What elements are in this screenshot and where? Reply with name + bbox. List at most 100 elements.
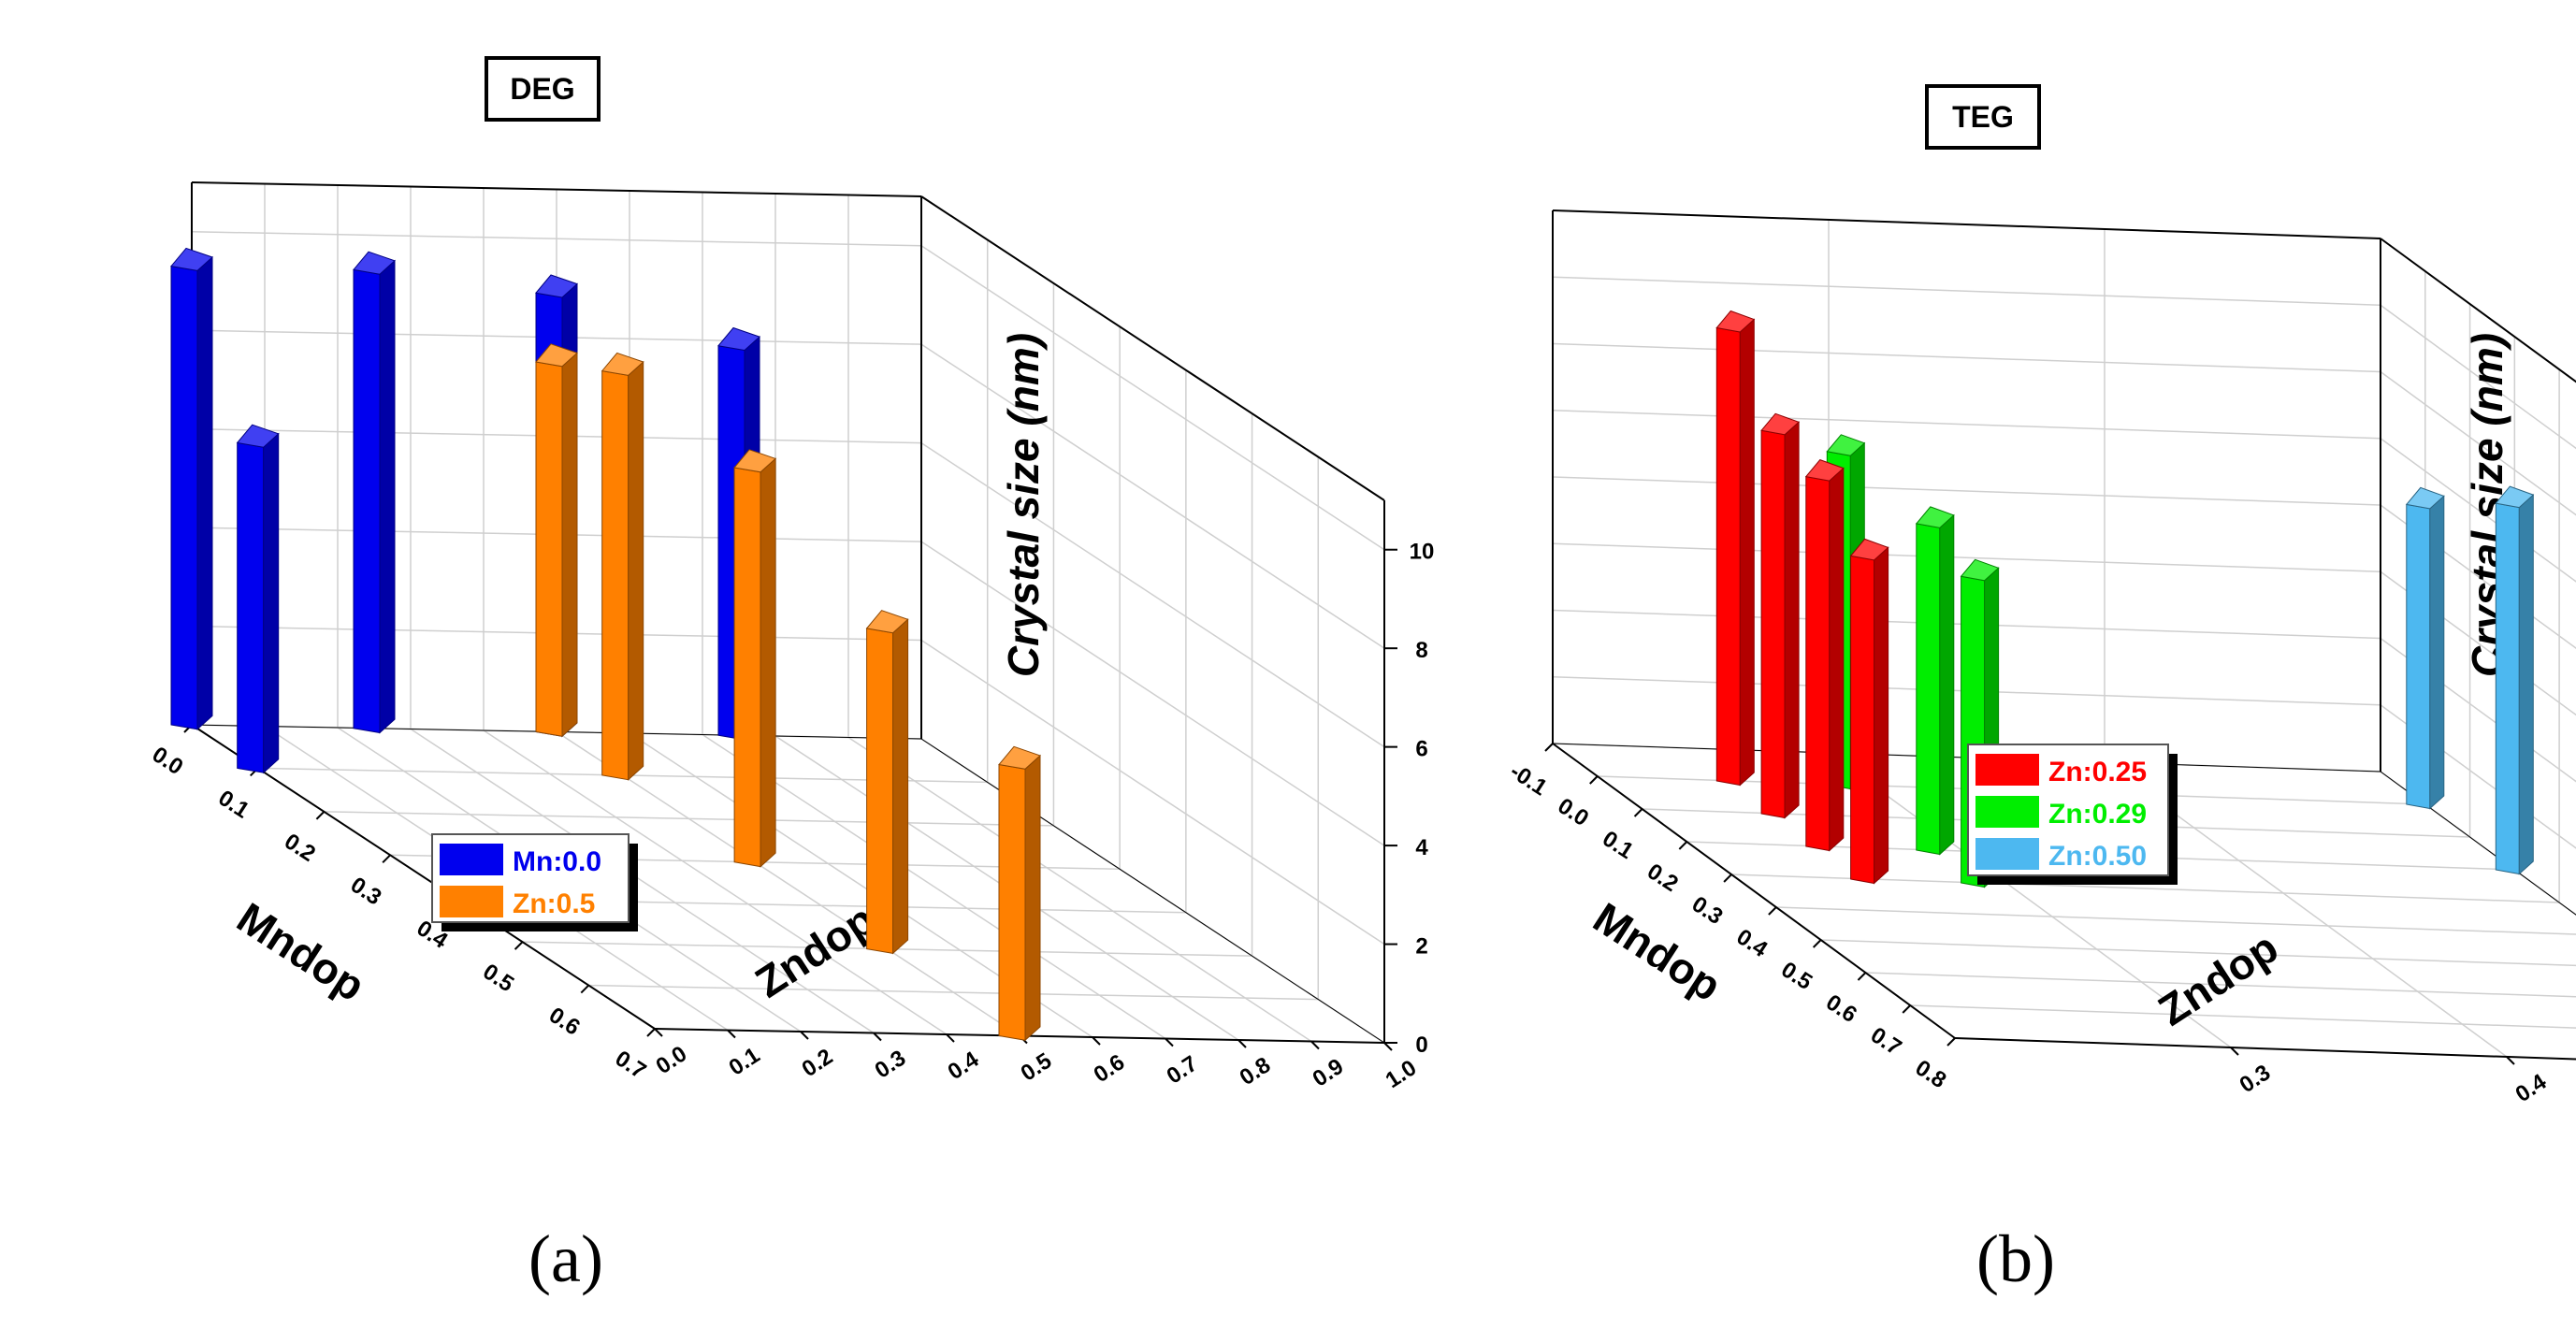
x-tick-label: 0.2 <box>280 829 320 867</box>
bar-side-face <box>1829 467 1845 852</box>
bar-front-face <box>1715 326 1741 787</box>
x-tick-mark <box>1589 775 1599 785</box>
y-tick-mark <box>2506 1056 2515 1065</box>
y-tick-mark <box>946 1033 955 1043</box>
x-tick-label: 0.7 <box>1866 1022 1906 1061</box>
x-tick-label: -0.1 <box>1505 758 1551 801</box>
bar-front-face <box>1916 523 1941 856</box>
chart-title: DEG <box>510 72 574 106</box>
bar-side-face <box>1024 754 1041 1042</box>
y-tick-mark <box>873 1032 882 1042</box>
x-tick-mark <box>1902 1004 1911 1014</box>
back-wall-grid-z <box>2380 570 2576 716</box>
z-tick-label: 2 <box>1415 934 1427 960</box>
left-wall-grid-z <box>1552 476 2381 506</box>
x-tick-mark <box>1857 972 1867 981</box>
frame-top-right <box>920 195 1385 501</box>
z-tick-label: 6 <box>1415 737 1427 762</box>
bar-top-face <box>170 247 213 271</box>
bar-Zn:0.5 <box>535 343 578 738</box>
x-tick-label: 0.8 <box>1911 1055 1951 1093</box>
bar-front-face <box>1760 429 1786 819</box>
bar-front-face <box>2495 502 2520 875</box>
panel-label: (b) <box>1976 1221 2055 1296</box>
bar-side-face <box>561 352 578 738</box>
x-tick-label: 0.1 <box>213 786 253 824</box>
bar-top-face <box>2405 486 2445 510</box>
panel-a: 0.00.10.20.30.40.50.60.7 0.0 0.1 0.2 0.3 0.4 0… <box>148 56 1434 1296</box>
x-tick-mark <box>1544 743 1554 752</box>
frame-floor-back <box>920 738 1385 1044</box>
bar-side-face <box>1874 546 1889 885</box>
floor-grid-y <box>483 729 948 1035</box>
bar-top-face <box>1804 459 1845 482</box>
back-wall-grid-z <box>2380 637 2576 783</box>
bar-side-face <box>379 259 396 734</box>
y-tick-mark <box>1092 1036 1101 1046</box>
x-tick-label: 0.1 <box>1598 826 1638 864</box>
left-wall-grid-z <box>1552 276 2381 306</box>
floor-grid-y <box>410 728 875 1034</box>
bar-front-face <box>998 763 1026 1041</box>
back-wall-grid-z <box>920 442 1385 748</box>
y-tick-mark <box>800 1031 809 1040</box>
z-tick-label: 0 <box>1415 1033 1427 1058</box>
x-tick-mark <box>514 941 524 950</box>
legend-label: Zn:0.50 <box>2048 841 2147 872</box>
y-tick-mark <box>1310 1040 1320 1050</box>
bar-Mn:0.0 <box>170 247 213 730</box>
y-tick-label: 0.8 <box>1236 1052 1276 1090</box>
x-tick-label: 0.0 <box>148 742 188 780</box>
bars <box>170 247 1041 1042</box>
bar-side-face <box>1784 421 1800 819</box>
y-tick-label: 1.0 <box>1382 1055 1422 1093</box>
y-tick-label: 0.6 <box>1090 1049 1130 1088</box>
z-axis-title: Crystal size (nm) <box>999 333 1048 677</box>
y-tick-label: 0.7 <box>1163 1051 1203 1090</box>
panel-b: -0.10.00.10.20.30.40.50.60.70.80.30.40.5… <box>1505 84 2576 1296</box>
bar-Mn:0.0 <box>236 424 280 774</box>
bar-side-face <box>1939 513 1955 856</box>
bar-Zn:0.5 <box>865 610 909 955</box>
bar-Zn:0.25 <box>1760 412 1801 819</box>
bar-front-face <box>237 441 265 773</box>
y-tick-label: 0.5 <box>1017 1048 1057 1087</box>
back-wall-grid-z <box>920 541 1385 846</box>
bar-Zn:0.25 <box>1804 459 1845 852</box>
y-tick-mark <box>1383 1042 1393 1051</box>
floor-grid-y <box>1828 752 2232 1048</box>
x-tick-label: 0.5 <box>478 959 518 997</box>
bar-side-face <box>263 432 280 774</box>
x-tick-mark <box>315 811 326 820</box>
bar-top-face <box>353 251 396 275</box>
legend-swatch <box>1975 796 2039 828</box>
z-tick-label: 4 <box>1415 835 1428 860</box>
x-tick-mark <box>580 984 589 994</box>
bar-side-face <box>1739 318 1755 787</box>
x-tick-label: 0.6 <box>1821 989 1861 1028</box>
legend-label: Zn:0.25 <box>2048 757 2147 787</box>
floor-grid-x <box>1775 906 2576 935</box>
z-tick-label: 8 <box>1415 638 1427 663</box>
bar-Zn:0.29 <box>1915 506 1955 856</box>
x-tick-label: 0.0 <box>1554 793 1594 831</box>
floor-grid-y <box>556 730 1020 1037</box>
bar-front-face <box>733 467 761 868</box>
bar-Mn:0.0 <box>353 251 396 734</box>
y-tick-label: 0.2 <box>798 1044 838 1082</box>
bar-top-face <box>601 352 644 376</box>
legend-label: Mn:0.0 <box>513 846 601 877</box>
x-tick-mark <box>1812 939 1822 948</box>
legend-label: Zn:0.29 <box>2048 799 2147 830</box>
back-wall-grid-z <box>2380 370 2576 516</box>
back-wall-grid-z <box>920 245 1385 551</box>
bar-Zn:0.5 <box>733 449 777 868</box>
frame-top-left <box>1552 209 2381 239</box>
bar-front-face <box>1850 555 1875 885</box>
x-tick-mark <box>1633 808 1643 817</box>
back-wall-grid-z <box>920 639 1385 946</box>
bar-front-face <box>1805 476 1831 852</box>
bar-side-face <box>2429 495 2445 810</box>
bar-top-face <box>535 343 578 368</box>
